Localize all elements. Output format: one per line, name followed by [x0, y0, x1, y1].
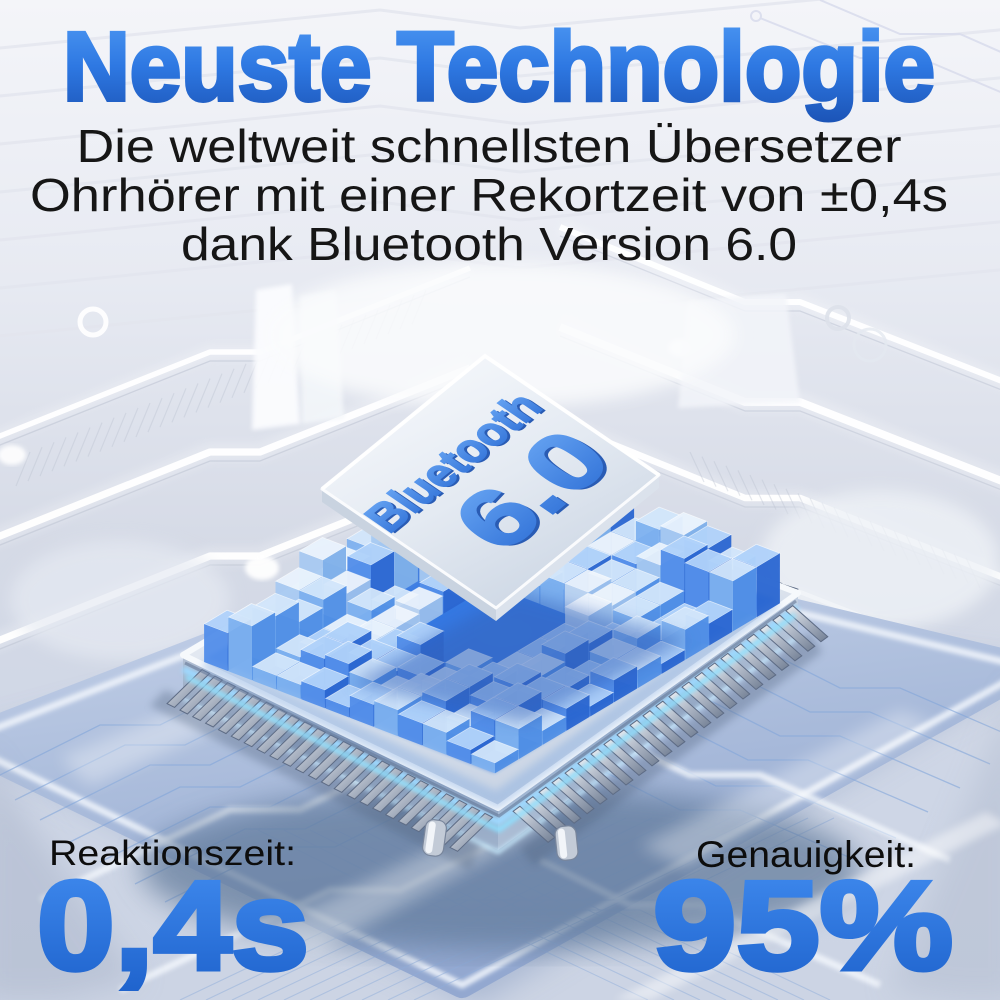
- svg-text:dank Bluetooth Version 6.0: dank Bluetooth Version 6.0: [181, 218, 797, 270]
- svg-text:Genauigkeit:: Genauigkeit:: [696, 834, 916, 875]
- svg-text:Die weltweit schnellsten Übers: Die weltweit schnellsten Übersetzer: [77, 120, 902, 172]
- svg-text:0,4s: 0,4s: [37, 855, 309, 996]
- svg-text:Reaktionszeit:: Reaktionszeit:: [49, 834, 296, 873]
- svg-text:Ohrhörer mit einer Rekortzeit: Ohrhörer mit einer Rekortzeit von ±0,4s: [30, 169, 948, 221]
- svg-text:Neuste Technologie: Neuste Technologie: [63, 12, 935, 121]
- svg-text:95%: 95%: [653, 855, 953, 996]
